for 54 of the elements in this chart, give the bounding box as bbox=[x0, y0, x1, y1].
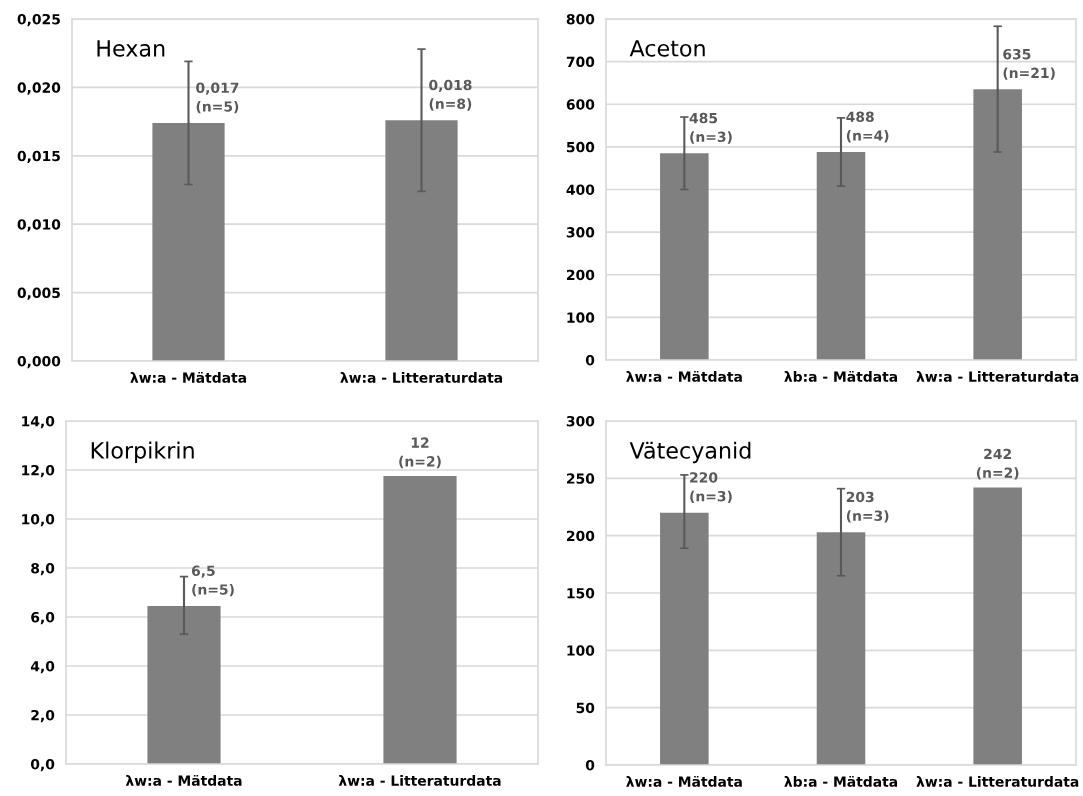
y-tick-label: 800 bbox=[566, 13, 595, 25]
data-label: 488 (n=4) bbox=[846, 111, 889, 143]
data-label: 220 (n=3) bbox=[690, 472, 732, 504]
x-tick-label: λb:a - Mätdata bbox=[784, 370, 898, 382]
y-tick-label: 100 bbox=[567, 312, 595, 323]
y-tick-label: 100 bbox=[567, 645, 595, 656]
y-tick-label: 4,0 bbox=[30, 660, 55, 674]
y-tick-label: 0,000 bbox=[17, 355, 61, 369]
data-label: 485 (n=3) bbox=[689, 112, 732, 144]
y-tick-label: 14,0 bbox=[22, 415, 55, 429]
y-tick-label: 0,025 bbox=[17, 13, 60, 27]
text: Vätecyanid bbox=[629, 441, 751, 464]
text: Aceton bbox=[629, 40, 705, 57]
y-tick-label: 0,015 bbox=[17, 150, 60, 164]
x-tick-label: λw:a - Litteraturdata bbox=[338, 775, 501, 786]
y-tick-label: 6,0 bbox=[31, 611, 55, 625]
y-tick-label: 600 bbox=[566, 99, 595, 110]
x-tick-label: λw:a - Litteraturdata bbox=[916, 371, 1079, 382]
y-tick-label: 500 bbox=[566, 141, 595, 153]
y-tick-label: 12,0 bbox=[22, 464, 55, 478]
y-tick-label: 200 bbox=[567, 530, 595, 542]
y-tick-label: 150 bbox=[567, 587, 595, 599]
y-tick-label: 0,010 bbox=[17, 219, 61, 232]
x-tick-label: λw:a - Litteraturdata bbox=[340, 372, 503, 383]
y-tick-label: 300 bbox=[566, 227, 595, 238]
y-tick-label: 50 bbox=[576, 702, 595, 714]
y-tick-label: 300 bbox=[566, 415, 595, 427]
y-tick-label: 0 bbox=[585, 759, 595, 771]
y-tick-label: 0,005 bbox=[17, 287, 60, 300]
y-tick-label: 2,0 bbox=[31, 709, 55, 723]
y-tick-label: 400 bbox=[566, 184, 595, 195]
data-label: 6,5 (n=5) bbox=[191, 565, 234, 597]
y-tick-label: 10,0 bbox=[22, 513, 55, 527]
data-label: 12 (n=2) bbox=[399, 437, 441, 469]
x-tick-label: λw:a - Litteraturdata bbox=[916, 776, 1079, 787]
x-tick-label: λw:a - Mätdata bbox=[125, 774, 242, 786]
text: Hexan bbox=[97, 40, 165, 57]
y-tick-label: 250 bbox=[567, 473, 595, 484]
y-tick-label: 8,0 bbox=[31, 562, 55, 576]
data-label: 203 (n=3) bbox=[846, 491, 889, 523]
y-tick-label: 0 bbox=[585, 354, 595, 366]
data-label: 635 (n=21) bbox=[1003, 48, 1055, 80]
text: Klorpikrin bbox=[91, 441, 194, 464]
y-tick-label: 200 bbox=[567, 269, 595, 281]
x-tick-label: λb:a - Mätdata bbox=[784, 775, 898, 787]
data-label: 0,018 (n=8) bbox=[429, 79, 472, 111]
x-tick-label: λw:a - Mätdata bbox=[130, 371, 246, 383]
x-tick-label: λw:a - Mätdata bbox=[626, 775, 742, 787]
y-tick-label: 0,020 bbox=[17, 82, 61, 95]
x-tick-label: λw:a - Mätdata bbox=[626, 370, 742, 382]
y-tick-label: 700 bbox=[566, 56, 595, 68]
y-tick-label: 0,0 bbox=[30, 758, 55, 772]
data-label: 0,017 (n=5) bbox=[196, 82, 239, 114]
data-label: 242 (n=2) bbox=[976, 448, 1019, 480]
